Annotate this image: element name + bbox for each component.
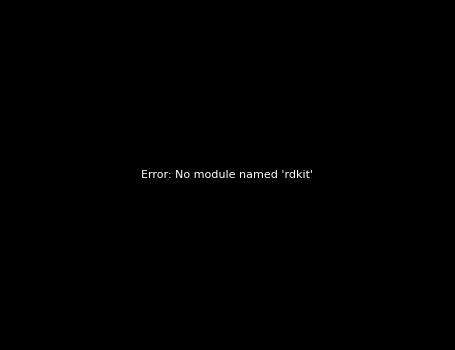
Text: Error: No module named 'rdkit': Error: No module named 'rdkit' bbox=[142, 170, 313, 180]
